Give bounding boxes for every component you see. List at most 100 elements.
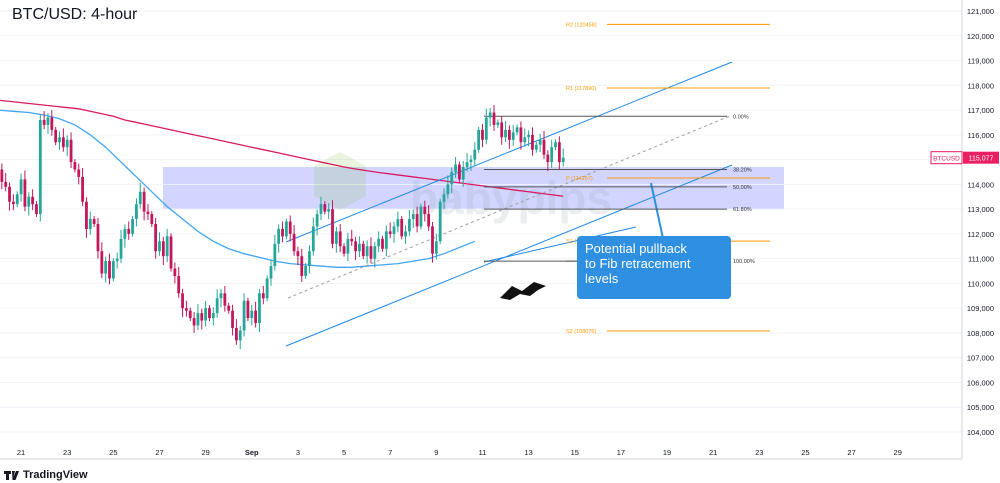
candle-body xyxy=(500,122,504,138)
candle-body xyxy=(469,159,473,163)
candle-body xyxy=(369,246,373,259)
y-axis-tick-label: 109,000 xyxy=(967,304,994,313)
candle-body xyxy=(92,219,96,224)
candle-body xyxy=(296,251,300,257)
y-axis-tick-label: 105,000 xyxy=(967,403,994,412)
ma-100-line xyxy=(0,109,476,268)
callout-line-1: Potential pullback xyxy=(585,241,687,256)
tradingview-brand[interactable]: TradingView xyxy=(4,469,88,481)
y-axis-tick-label: 119,000 xyxy=(967,57,994,66)
x-axis-tick-label: 25 xyxy=(801,448,809,457)
y-axis-tick-label: 120,000 xyxy=(967,32,994,41)
candle-body xyxy=(211,313,215,319)
candle-body xyxy=(423,206,427,215)
candle-body xyxy=(58,137,61,143)
candle-body xyxy=(415,214,419,227)
x-axis-tick-label: 11 xyxy=(479,448,487,457)
candle-body xyxy=(27,196,31,207)
candle-body xyxy=(138,191,142,205)
candle-body xyxy=(354,241,357,252)
candle-body xyxy=(519,127,523,143)
candle-body xyxy=(65,139,69,148)
candle-body xyxy=(342,246,346,254)
price-tag-value: 115,077 xyxy=(969,156,994,163)
candle-body xyxy=(484,117,488,140)
candle-body xyxy=(419,206,423,227)
x-axis-tick-label: 29 xyxy=(201,448,209,457)
candle-body xyxy=(231,310,234,328)
candle-body xyxy=(311,226,315,252)
candle-body xyxy=(165,236,169,257)
candle-body xyxy=(531,134,534,150)
candle-body xyxy=(400,219,404,237)
fib-level-label: 100.00% xyxy=(733,259,755,265)
candle-body xyxy=(77,169,81,177)
candle-body xyxy=(381,238,384,249)
candle-body xyxy=(188,310,192,319)
candle-body xyxy=(258,293,261,324)
y-axis-tick-label: 111,000 xyxy=(968,255,994,264)
candle-body xyxy=(261,293,265,299)
candle-body xyxy=(488,112,492,118)
candle-body xyxy=(434,241,438,254)
x-axis-tick-label: 23 xyxy=(755,448,763,457)
candle-body xyxy=(161,241,165,257)
candle-body xyxy=(358,243,361,252)
candle-body xyxy=(396,219,400,227)
candle-body xyxy=(119,238,123,259)
candle-body xyxy=(327,209,331,212)
candle-body xyxy=(492,112,496,125)
candle-body xyxy=(196,313,200,326)
candle-body xyxy=(223,293,227,306)
candle-body xyxy=(123,228,127,239)
x-axis-tick-label: 9 xyxy=(434,448,438,457)
candle-body xyxy=(334,231,338,244)
pivot-label: S2 (108076) xyxy=(566,329,596,335)
candle-body xyxy=(100,251,104,274)
candle-body xyxy=(8,186,11,202)
x-axis-tick-label: Sep xyxy=(245,448,259,457)
bull-icon xyxy=(500,282,546,300)
y-axis-tick-label: 107,000 xyxy=(967,354,994,363)
candle-body xyxy=(461,167,465,180)
support-zone xyxy=(163,167,784,210)
callout-box: Potential pullback to Fib retracement le… xyxy=(577,236,731,299)
candle-body xyxy=(319,204,323,215)
callout-line-2: to Fib retracement levels xyxy=(585,256,691,286)
channel-mid-line xyxy=(483,226,637,263)
fib-trend-line xyxy=(287,115,731,299)
candle-body xyxy=(273,243,277,267)
x-axis-tick-label: 25 xyxy=(109,448,117,457)
candle-body xyxy=(361,243,365,257)
candle-body xyxy=(554,142,557,148)
candle-body xyxy=(154,223,158,252)
candle-body xyxy=(19,179,23,195)
pivot-label: R1 (117890) xyxy=(566,86,596,92)
candle-body xyxy=(69,139,73,163)
candle-body xyxy=(523,137,527,143)
candle-body xyxy=(454,164,457,172)
candle-body xyxy=(292,233,296,252)
candle-body xyxy=(38,119,42,215)
candle-body xyxy=(127,228,131,234)
x-axis-tick-label: 17 xyxy=(617,448,625,457)
fib-level-label: 0.00% xyxy=(733,114,749,120)
candle-body xyxy=(269,266,273,279)
y-axis-tick-label: 104,000 xyxy=(967,428,994,437)
candle-body xyxy=(511,132,515,140)
tradingview-logo-icon xyxy=(4,470,19,480)
candle-body xyxy=(377,238,381,247)
candle-body xyxy=(142,191,146,212)
candle-body xyxy=(254,310,258,324)
price-tag-symbol-box xyxy=(930,151,963,165)
candle-body xyxy=(42,119,46,125)
candle-body xyxy=(527,134,531,138)
candle-body xyxy=(238,330,242,341)
fib-level-label: 61.80% xyxy=(733,207,752,213)
candle-body xyxy=(54,129,58,143)
candle-body xyxy=(450,171,454,185)
candle-body xyxy=(234,327,238,341)
candle-body xyxy=(404,231,407,237)
candle-body xyxy=(208,308,211,319)
